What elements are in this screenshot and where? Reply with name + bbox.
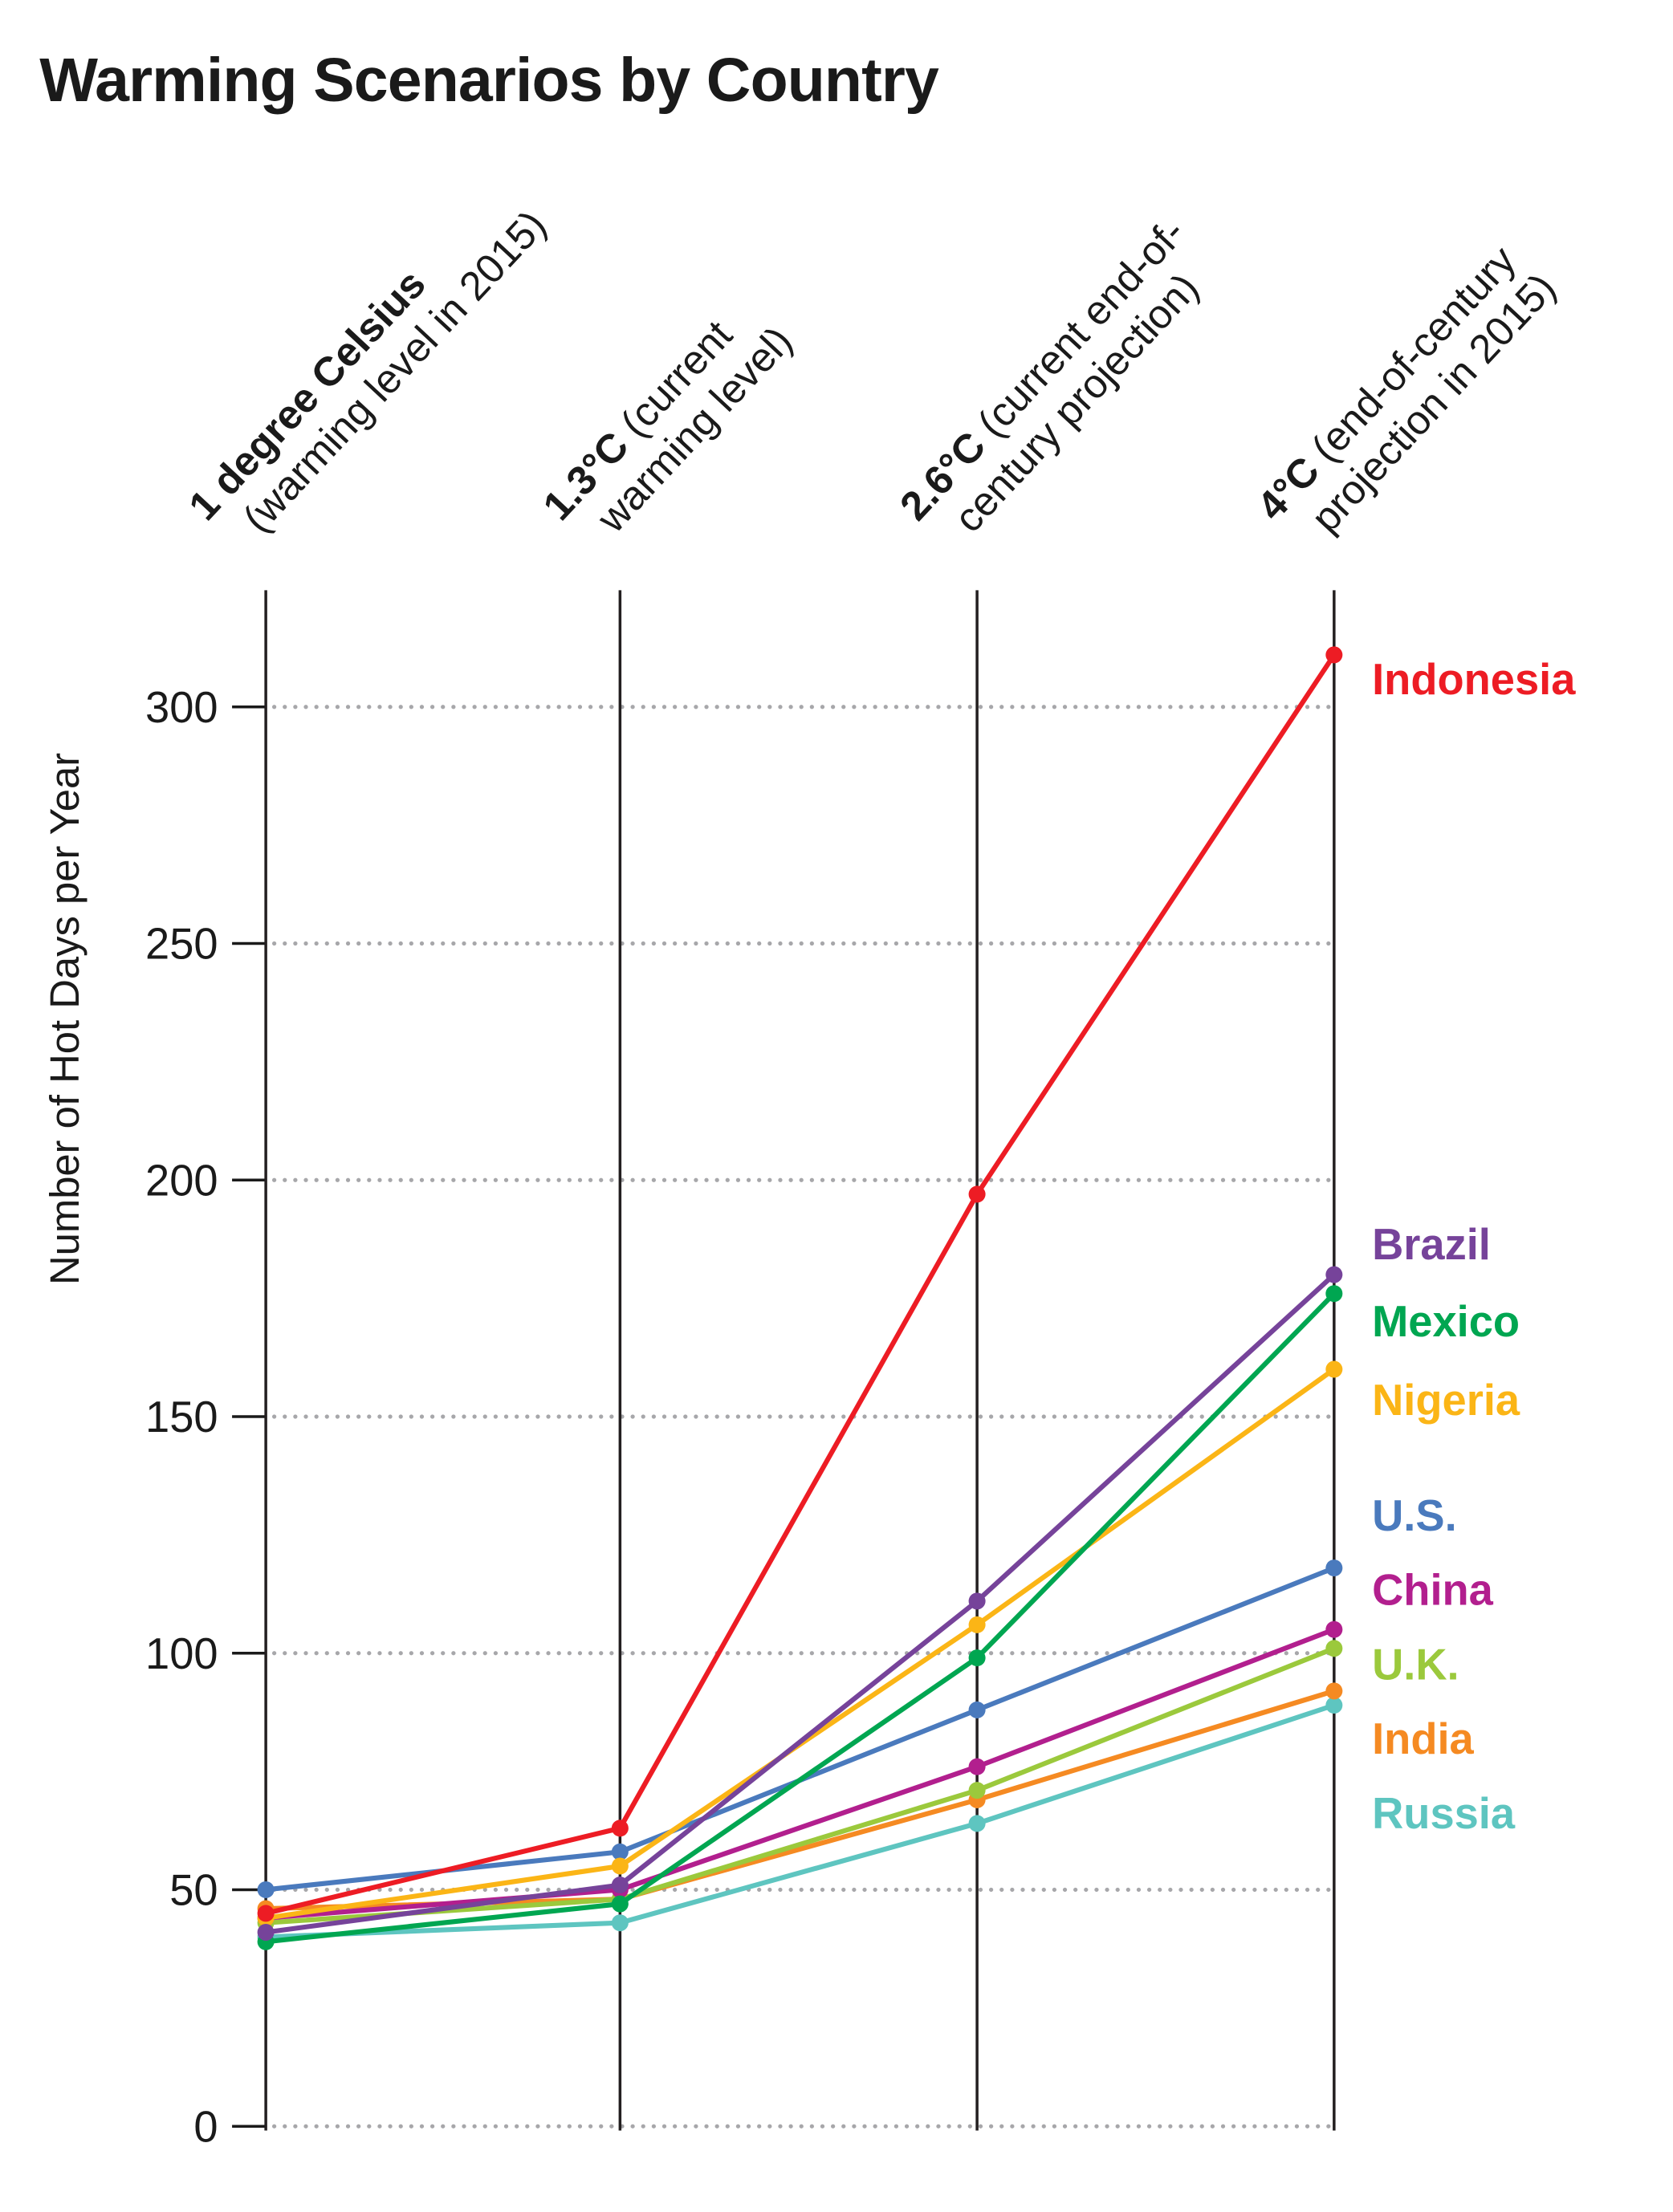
series-label-india: India — [1372, 1714, 1474, 1763]
y-tick-label: 100 — [145, 1629, 218, 1678]
data-point — [1325, 1266, 1343, 1283]
y-axis-label: Number of Hot Days per Year — [42, 753, 88, 1285]
data-point — [257, 1881, 275, 1898]
y-tick-label: 200 — [145, 1156, 218, 1205]
series-label-us: U.S. — [1372, 1491, 1457, 1540]
data-point — [1325, 1620, 1343, 1638]
column-header: 1 degree Celsius(warming level in 2015) — [180, 201, 555, 541]
data-point — [1325, 1360, 1343, 1378]
series-line-china — [265, 1627, 1335, 1921]
y-tick-label: 0 — [193, 2102, 218, 2151]
series-label-uk: U.K. — [1372, 1640, 1459, 1689]
series-label-mexico: Mexico — [1372, 1297, 1520, 1346]
series-label-indonesia: Indonesia — [1372, 655, 1576, 704]
series-line-brazil — [265, 1272, 1336, 1935]
axes: 0 50 100 150 200 250 300 — [145, 590, 1336, 2151]
series-label-china: China — [1372, 1566, 1494, 1615]
series-labels: Indonesia Brazil Mexico Nigeria U.S. China U.K… — [1372, 655, 1576, 1838]
series-label-russia: Russia — [1372, 1789, 1516, 1838]
y-tick-label: 150 — [145, 1393, 218, 1441]
series-lines — [257, 646, 1343, 1950]
y-tick-label: 250 — [145, 920, 218, 969]
column-header-line2: (warming level in 2015) — [234, 201, 555, 541]
series-line-indonesia — [265, 653, 1337, 1916]
data-point — [611, 1877, 629, 1894]
series-label-nigeria: Nigeria — [1372, 1376, 1520, 1425]
y-tick-label: 300 — [145, 683, 218, 732]
data-point — [968, 1815, 986, 1832]
data-point — [611, 1843, 629, 1860]
column-headers: 1 degree Celsius(warming level in 2015)1… — [180, 201, 1565, 541]
data-point — [968, 1649, 986, 1667]
data-point — [968, 1592, 986, 1610]
gridlines — [271, 705, 1338, 2129]
data-point — [611, 1820, 629, 1837]
data-point — [257, 1905, 275, 1922]
series-line-nigeria — [265, 1367, 1336, 1921]
chart-title: Warming Scenarios by Country — [39, 46, 939, 115]
data-point — [1325, 1640, 1343, 1657]
data-point — [968, 1758, 986, 1775]
data-point — [968, 1782, 986, 1799]
data-point — [968, 1185, 986, 1203]
data-point — [611, 1914, 629, 1932]
data-point — [968, 1616, 986, 1633]
data-point — [1325, 646, 1343, 664]
data-point — [1325, 1697, 1343, 1714]
data-point — [1325, 1682, 1343, 1700]
y-tick-label: 50 — [169, 1866, 218, 1915]
column-header: 2.6°C (current end-of-century projection… — [891, 209, 1207, 541]
series-label-brazil: Brazil — [1372, 1220, 1491, 1269]
series-line-mexico — [265, 1291, 1337, 1945]
data-point — [1325, 1559, 1343, 1577]
data-point — [611, 1895, 629, 1913]
data-point — [1325, 1285, 1343, 1303]
column-header-line1: 2.6°C (current end-of- — [891, 209, 1194, 529]
data-point — [968, 1701, 986, 1718]
series-line-russia — [265, 1702, 1335, 1940]
data-point — [257, 1923, 275, 1942]
data-point — [611, 1857, 629, 1875]
series-line-us — [265, 1565, 1335, 1893]
